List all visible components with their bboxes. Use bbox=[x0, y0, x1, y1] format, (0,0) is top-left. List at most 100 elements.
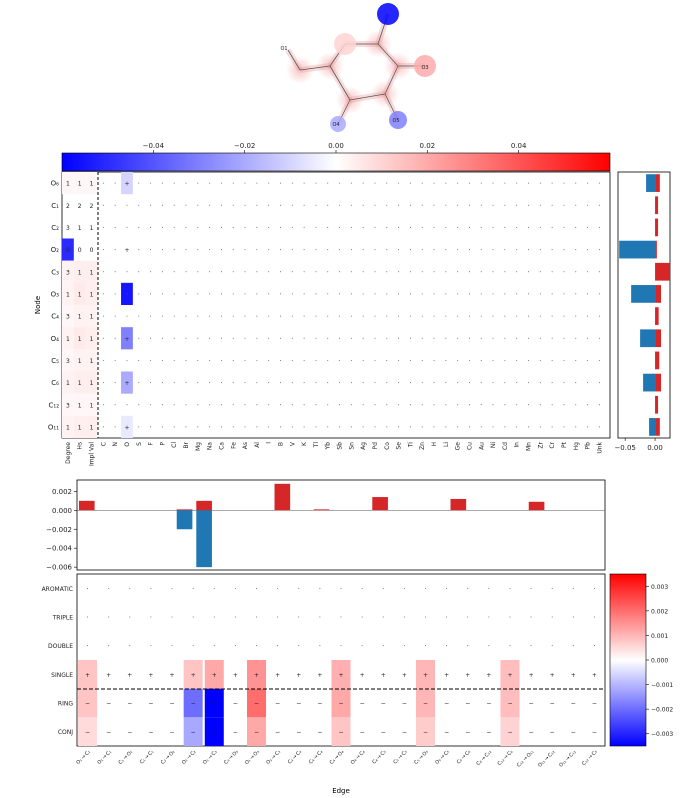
node-cell-dot bbox=[587, 382, 589, 384]
node-cell-dot bbox=[339, 337, 341, 339]
node-heatmap-cell bbox=[85, 371, 98, 394]
node-cell-dot bbox=[256, 337, 258, 339]
node-col-label: Cd bbox=[502, 442, 509, 450]
node-cell-dot bbox=[492, 204, 494, 206]
node-cell-dot bbox=[539, 249, 541, 251]
node-cell-dot bbox=[409, 404, 411, 406]
node-cell-dot bbox=[185, 293, 187, 295]
node-cell-dot bbox=[468, 359, 470, 361]
node-cell-dot bbox=[138, 293, 140, 295]
node-cell-dot bbox=[102, 315, 104, 317]
node-cell-dot bbox=[539, 337, 541, 339]
node-cell-dot bbox=[398, 271, 400, 273]
node-cell-dot bbox=[563, 315, 565, 317]
node-cell-dot bbox=[244, 337, 246, 339]
edge-cell-dot bbox=[150, 616, 152, 618]
node-col-label: Degree bbox=[65, 442, 72, 464]
edge-cell-marker: − bbox=[423, 729, 428, 736]
node-cell-dot bbox=[386, 226, 388, 228]
node-cell-dot bbox=[161, 249, 163, 251]
edge-heatmap-cell bbox=[78, 660, 98, 689]
node-cell-dot bbox=[197, 182, 199, 184]
bond bbox=[384, 65, 399, 95]
node-col-label: O bbox=[124, 442, 131, 447]
edge-bar-positive bbox=[372, 497, 388, 511]
node-heatmap-cell bbox=[121, 172, 133, 195]
node-cell-value: 1 bbox=[78, 314, 82, 321]
node-cell-dot bbox=[197, 337, 199, 339]
node-cell-dot bbox=[102, 226, 104, 228]
node-col-label: Sn bbox=[348, 442, 355, 450]
atom-label: O1 bbox=[280, 46, 287, 52]
edge-cell-dot bbox=[509, 645, 511, 647]
edge-bar-positive bbox=[450, 498, 467, 511]
node-cell-value: 1 bbox=[90, 380, 94, 387]
node-cell-dot bbox=[398, 249, 400, 251]
node-cell-dot bbox=[421, 359, 423, 361]
node-cell-dot bbox=[374, 426, 376, 428]
bottom-colorbar-tick-label: 0.003 bbox=[651, 584, 668, 591]
node-cell-dot bbox=[291, 293, 293, 295]
node-cell-dot bbox=[350, 293, 352, 295]
node-cell-value: 1 bbox=[90, 181, 94, 188]
edge-col-label: O₁₁ → C₁₂ bbox=[558, 749, 578, 769]
node-cell-dot bbox=[457, 426, 459, 428]
node-cell-dot bbox=[421, 337, 423, 339]
node-cell-value: 2 bbox=[78, 203, 82, 210]
node-cell-dot bbox=[468, 271, 470, 273]
node-cell-dot bbox=[279, 315, 281, 317]
node-cell-dot bbox=[492, 359, 494, 361]
node-cell-dot bbox=[327, 226, 329, 228]
node-cell-dot bbox=[551, 271, 553, 273]
node-cell-value: 1 bbox=[90, 336, 94, 343]
node-cell-dot bbox=[468, 249, 470, 251]
node-cell-dot bbox=[528, 359, 530, 361]
bond bbox=[299, 65, 331, 71]
edge-heatmap-cell bbox=[500, 717, 520, 746]
edge-bar-positive bbox=[313, 509, 330, 511]
node-col-label: Au bbox=[478, 442, 485, 450]
node-cell-dot bbox=[492, 382, 494, 384]
node-cell-dot bbox=[445, 249, 447, 251]
node-cell-marker: + bbox=[124, 181, 129, 188]
node-cell-dot bbox=[279, 204, 281, 206]
edge-cell-dot bbox=[361, 587, 363, 589]
node-cell-dot bbox=[303, 271, 305, 273]
node-cell-dot bbox=[409, 249, 411, 251]
node-cell-dot bbox=[409, 315, 411, 317]
edge-heatmap-cell bbox=[78, 688, 98, 718]
node-cell-dot bbox=[587, 226, 589, 228]
node-cell-dot bbox=[362, 204, 364, 206]
node-bar-tick-label: 0.00 bbox=[647, 444, 663, 452]
node-cell-dot bbox=[339, 404, 341, 406]
edge-bar-positive bbox=[528, 501, 545, 511]
edge-heatmap-cell bbox=[78, 717, 98, 746]
edge-heatmap-cell bbox=[331, 660, 351, 689]
node-col-label: Zr bbox=[537, 441, 544, 448]
node-cell-dot bbox=[209, 337, 211, 339]
edge-cell-dot bbox=[551, 645, 553, 647]
edge-cell-marker: − bbox=[254, 701, 259, 708]
node-row-label: C₆ bbox=[51, 379, 59, 387]
node-cell-value: 0 bbox=[90, 247, 94, 254]
edge-row-label: CONJ bbox=[58, 729, 73, 736]
edge-cell-dot bbox=[108, 616, 110, 618]
node-cell-dot bbox=[303, 315, 305, 317]
atom-label: O4 bbox=[332, 122, 339, 128]
edge-cell-marker: − bbox=[592, 729, 597, 736]
node-cell-dot bbox=[480, 249, 482, 251]
node-cell-dot bbox=[504, 293, 506, 295]
edge-bar-positive bbox=[274, 483, 291, 511]
node-heatmap-cell bbox=[73, 172, 86, 195]
node-col-label: Ca bbox=[218, 442, 225, 450]
node-cell-dot bbox=[209, 271, 211, 273]
node-cell-dot bbox=[161, 382, 163, 384]
edge-cell-dot bbox=[361, 645, 363, 647]
edge-bar-chart: 0.002 0.000 −0.002 −0.004 −0.006 bbox=[46, 479, 606, 572]
node-cell-dot bbox=[256, 182, 258, 184]
node-cell-dot bbox=[539, 182, 541, 184]
node-cell-dot bbox=[279, 404, 281, 406]
node-col-label: Cl bbox=[171, 442, 178, 448]
node-col-label: Sb bbox=[337, 442, 344, 450]
node-cell-dot bbox=[150, 315, 152, 317]
